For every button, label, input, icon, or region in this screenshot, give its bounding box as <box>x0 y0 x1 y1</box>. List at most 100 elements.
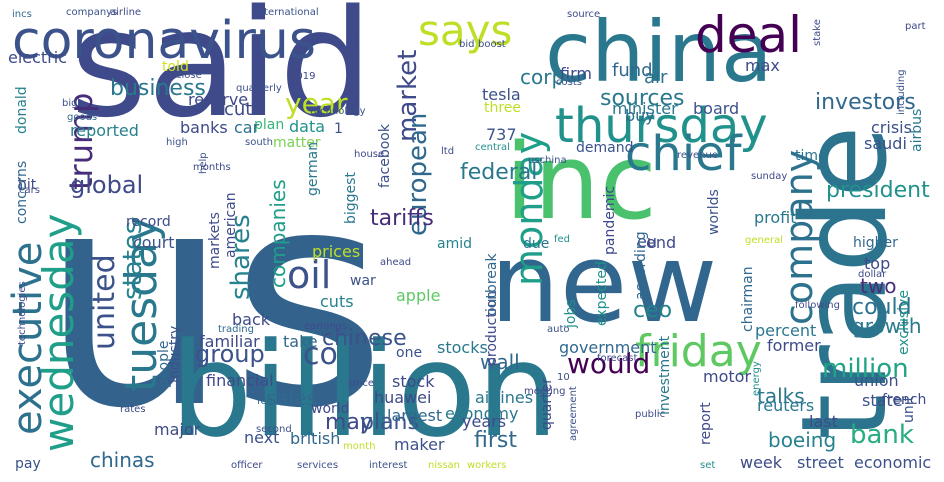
word-incs: incs <box>12 9 32 20</box>
word-report: report <box>698 402 714 445</box>
word-exclusive: exclusive <box>896 290 912 355</box>
word-president: president <box>826 178 930 203</box>
word-world: world <box>311 401 350 417</box>
word-companys: companys <box>66 7 118 18</box>
word-top: top <box>864 254 891 273</box>
word-chairman: chairman <box>740 266 756 332</box>
word-firm: firm <box>560 64 592 83</box>
word-familiar: familiar <box>199 332 260 351</box>
word-general: general <box>745 235 784 246</box>
word-2019: 2019 <box>290 71 316 82</box>
word-said: said <box>70 0 373 150</box>
word-federal: federal <box>460 160 538 185</box>
word-government: government <box>559 338 657 357</box>
word-profit: profit <box>754 208 797 227</box>
word-investors: investors <box>815 90 916 115</box>
word-would: would <box>567 347 651 380</box>
word-take: take <box>283 332 318 351</box>
word-part: part <box>905 21 926 32</box>
word-investment: investment <box>657 335 673 415</box>
word-deal: deal <box>695 6 803 64</box>
word-motor: motor <box>703 367 752 386</box>
word-public: public <box>635 409 666 420</box>
word-inc: inc <box>505 121 657 243</box>
word-dollar: dollar <box>858 269 887 280</box>
word-since: since <box>348 378 374 389</box>
word-apple: apple <box>396 286 441 305</box>
word-workers: workers <box>467 460 507 471</box>
word-biggest: biggest <box>343 172 359 224</box>
word-court: court <box>133 233 175 252</box>
word-outbreak: outbreak <box>484 253 500 316</box>
word-central: central <box>475 142 510 153</box>
word-prices: prices <box>312 242 361 261</box>
word-companies: companies <box>266 179 290 288</box>
word-coronavirus: coronavirus <box>12 11 316 71</box>
word-told: told <box>162 59 189 75</box>
word-united: united <box>87 254 122 350</box>
word-matter: matter <box>273 135 321 151</box>
word-data: data <box>289 117 326 136</box>
word-sales: sales <box>266 386 317 410</box>
word-french: french <box>882 392 927 408</box>
word-huawei: huawei <box>374 388 432 407</box>
word-growth: growth <box>852 314 922 338</box>
word-former: former <box>767 336 821 355</box>
word-10: 10 <box>557 372 570 383</box>
word-south: south <box>245 137 273 148</box>
word-chinas: chinas <box>90 448 155 472</box>
word-expected: expected <box>594 261 610 326</box>
word-stock: stock <box>392 372 435 391</box>
word-reuters: reuters <box>757 396 815 415</box>
word-boeing: boeing <box>768 428 837 452</box>
word-maker: maker <box>394 435 445 454</box>
word-banks: banks <box>180 118 228 137</box>
word-executive: executive <box>5 241 51 435</box>
word-reported: reported <box>70 121 139 140</box>
word-fell: fell <box>257 396 273 407</box>
word-months: months <box>193 162 231 173</box>
word-officer: officer <box>231 460 263 471</box>
word-economy: economy <box>445 404 519 423</box>
word-billion: billion <box>170 314 559 466</box>
word-earnings: earnings <box>304 321 348 332</box>
word-three: three <box>484 100 522 116</box>
word-pay: pay <box>15 456 41 472</box>
word-co: co <box>303 337 338 372</box>
word-cars: cars <box>19 185 40 196</box>
word-goods: goods <box>67 112 98 123</box>
word-technology: technology <box>310 106 366 117</box>
word-british: british <box>290 429 341 448</box>
word-hit: hit <box>18 177 37 193</box>
word-air: air <box>644 67 668 88</box>
word-cuts: cuts <box>320 292 354 311</box>
word-global: global <box>70 171 144 199</box>
word-group: group <box>195 340 265 368</box>
word-demand: demand <box>576 140 634 156</box>
word-last: last <box>809 412 838 431</box>
word-unit: unit <box>901 395 917 423</box>
word-month: month <box>343 441 376 452</box>
word-car: car <box>234 118 260 137</box>
word-economic: economic <box>854 453 932 472</box>
word-new: new <box>490 219 718 347</box>
word-tariffs: tariffs <box>370 206 434 231</box>
word-airlines: airlines <box>475 388 534 407</box>
word-uschina: uschina <box>528 155 567 166</box>
word-china: china <box>545 3 773 101</box>
word-financial: financial <box>206 371 274 390</box>
word-energy: energy <box>751 361 762 396</box>
word-time: time <box>795 148 827 164</box>
word-according: according <box>633 231 649 300</box>
word-reserve: reserve <box>188 90 249 109</box>
word-chinese: chinese <box>322 326 407 351</box>
word-quarterly: quarterly <box>236 83 282 94</box>
word-us: us <box>40 125 387 474</box>
word-buy: buy <box>625 106 655 125</box>
word-international: international <box>255 7 319 18</box>
word-bank: bank <box>850 420 914 450</box>
word-says: says <box>418 6 513 55</box>
word-business: business <box>110 76 206 101</box>
word-years: years <box>462 412 507 431</box>
word-help: help <box>198 152 209 174</box>
